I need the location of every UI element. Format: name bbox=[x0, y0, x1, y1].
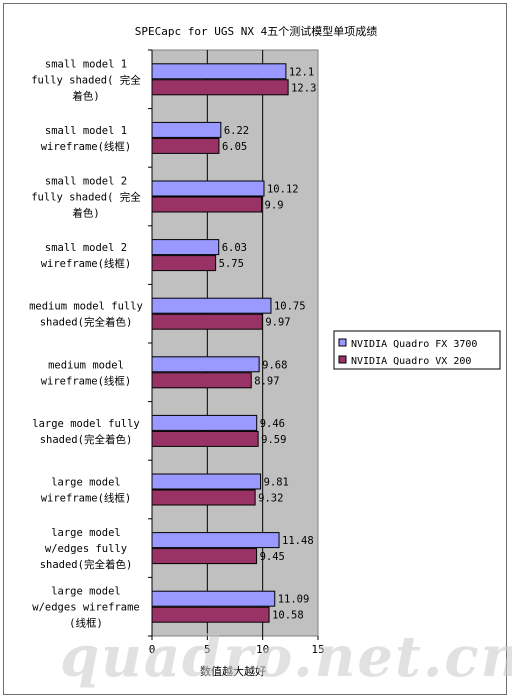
bar bbox=[151, 121, 222, 138]
bar bbox=[151, 473, 262, 490]
category-label: small model 1 bbox=[45, 125, 127, 137]
category-label: wireframe(线框) bbox=[41, 257, 132, 270]
bar bbox=[151, 180, 265, 197]
data-label: 6.03 bbox=[222, 242, 247, 254]
data-label: 9.46 bbox=[260, 418, 285, 430]
bar bbox=[151, 137, 220, 154]
category-label: large model bbox=[51, 527, 121, 539]
category-label: small model 2 bbox=[45, 176, 127, 188]
category-label: small model 2 bbox=[45, 242, 127, 254]
bar bbox=[151, 606, 270, 623]
legend: NVIDIA Quadro FX 3700 NVIDIA Quadro VX 20… bbox=[333, 330, 501, 370]
bar bbox=[151, 548, 258, 565]
bar bbox=[151, 356, 260, 373]
category-label: (线框) bbox=[69, 617, 103, 630]
bar bbox=[151, 297, 272, 314]
bar bbox=[151, 489, 256, 506]
chart-title: SPECapc for UGS NX 4五个测试模型单项成绩 bbox=[135, 24, 377, 38]
x-tick-label: 10 bbox=[256, 643, 269, 656]
category-label: wireframe(线框) bbox=[41, 140, 132, 153]
bar bbox=[151, 414, 258, 431]
bar bbox=[151, 532, 280, 549]
data-label: 9.32 bbox=[258, 493, 283, 505]
category-label: medium model bbox=[48, 359, 124, 371]
bar bbox=[151, 196, 263, 213]
category-label: 着色) bbox=[72, 89, 99, 102]
legend-swatch bbox=[338, 338, 347, 347]
data-label: 9.81 bbox=[264, 477, 289, 489]
data-label: 8.97 bbox=[254, 375, 279, 387]
data-label: 10.12 bbox=[267, 184, 299, 196]
bar bbox=[151, 239, 220, 256]
data-label: 10.75 bbox=[274, 301, 306, 313]
data-label: 6.05 bbox=[222, 141, 247, 153]
bar bbox=[151, 255, 217, 272]
category-label: fully shaded( 完全 bbox=[31, 191, 141, 204]
bar bbox=[151, 430, 259, 447]
data-label: 9.68 bbox=[262, 359, 287, 371]
category-label: large model fully bbox=[32, 418, 139, 430]
bar bbox=[151, 313, 263, 330]
x-tick-label: 0 bbox=[149, 643, 156, 656]
data-label: 5.75 bbox=[219, 258, 244, 270]
x-axis-label: 数值越大越好 bbox=[200, 664, 266, 678]
category-label: shaded(完全着色) bbox=[40, 316, 133, 329]
data-label: 11.48 bbox=[282, 535, 314, 547]
category-label: small model 1 bbox=[45, 58, 127, 70]
category-label: large model bbox=[51, 586, 121, 598]
data-label: 11.09 bbox=[278, 594, 310, 606]
legend-box bbox=[333, 330, 501, 370]
watermark: quadro.net.cn bbox=[60, 624, 512, 690]
legend-label: NVIDIA Quadro VX 200 bbox=[351, 356, 471, 367]
plot-area: 0 5 10 15 small model 1 fully shaded( 完全着色) 12… bbox=[29, 49, 325, 656]
category-label: wireframe(线框) bbox=[41, 374, 132, 387]
category-label: wireframe(线框) bbox=[41, 492, 132, 505]
data-label: 9.9 bbox=[265, 200, 284, 212]
data-label: 10.58 bbox=[272, 610, 304, 622]
data-label: 9.45 bbox=[260, 551, 285, 563]
bar bbox=[151, 63, 287, 80]
data-label: 9.59 bbox=[261, 434, 286, 446]
bar bbox=[151, 590, 276, 607]
x-tick-label: 15 bbox=[311, 643, 324, 656]
bar bbox=[151, 79, 289, 96]
data-label: 12.1 bbox=[289, 66, 314, 78]
category-label: w/edges wireframe bbox=[32, 602, 139, 614]
category-label: shaded(完全着色) bbox=[40, 558, 133, 571]
category-label: 着色) bbox=[72, 207, 99, 220]
data-label: 12.3 bbox=[291, 82, 316, 94]
category-label: fully shaded( 完全 bbox=[31, 73, 141, 86]
legend-label: NVIDIA Quadro FX 3700 bbox=[351, 339, 477, 350]
data-label: 9.97 bbox=[265, 317, 290, 329]
bar bbox=[151, 372, 252, 389]
category-label: shaded(完全着色) bbox=[40, 433, 133, 446]
category-label: large model bbox=[51, 477, 121, 489]
data-label: 6.22 bbox=[224, 125, 249, 137]
category-label: medium model fully bbox=[29, 301, 143, 313]
legend-swatch bbox=[338, 355, 347, 364]
x-tick-label: 5 bbox=[204, 643, 211, 656]
category-label: w/edges fully bbox=[45, 543, 127, 555]
